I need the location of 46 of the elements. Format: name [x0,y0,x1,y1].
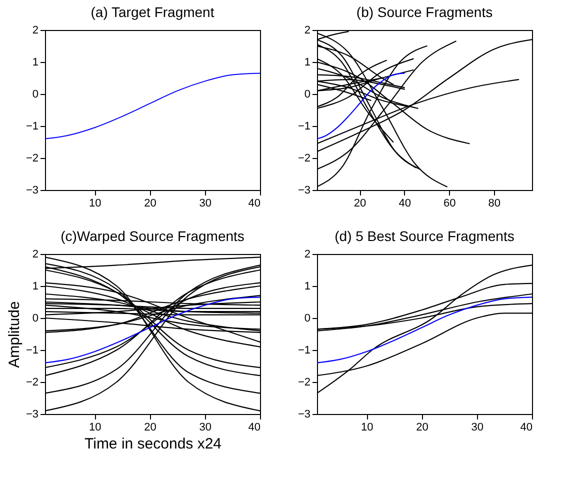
x-tick-label: 20 [416,422,428,434]
y-axis-title: Amplitude [6,301,23,368]
y-tick-label: 2 [32,24,38,36]
y-tick-label: −3 [298,408,310,420]
y-tick-label: −2 [26,152,38,164]
y-tick-label: −3 [26,184,38,196]
y-tick-label: −3 [26,408,38,420]
x-tick-label: 30 [199,198,212,210]
x-tick-label: 30 [471,422,484,434]
x-axis-title: Time in seconds x24 [84,436,222,452]
chart-title: (a) Target Fragment [90,4,214,20]
y-tick-label: 1 [304,56,310,68]
chart-title: (d) 5 Best Source Fragments [334,228,514,244]
y-tick-label: −1 [26,344,38,356]
chart-title: (b) Source Fragments [356,4,493,20]
x-tick-label: 30 [199,422,212,434]
x-tick-label: 40 [248,198,260,210]
x-tick-label: 40 [520,422,532,434]
x-tick-label: 80 [488,198,501,210]
y-tick-label: 1 [32,280,38,292]
y-tick-label: 0 [304,88,310,100]
x-tick-label: 40 [398,198,411,210]
y-tick-label: −2 [298,376,310,388]
x-tick-label: 60 [444,198,456,210]
y-tick-label: 1 [304,280,310,292]
x-tick-label: 40 [248,422,260,434]
y-tick-label: 2 [32,248,38,260]
y-tick-label: 0 [32,312,38,324]
x-tick-label: 10 [360,422,374,434]
y-tick-label: −1 [298,344,310,356]
y-tick-label: 1 [32,56,38,68]
x-tick-label: 10 [88,422,102,434]
x-tick-label: 20 [144,198,156,210]
y-tick-label: −3 [298,184,310,196]
y-tick-label: −2 [26,376,38,388]
chart-title: (c)Warped Source Fragments [60,228,244,244]
y-tick-label: −2 [298,152,310,164]
y-tick-label: 0 [32,88,38,100]
y-tick-label: −1 [298,120,310,132]
y-tick-label: 2 [304,248,310,260]
x-tick-label: 10 [88,198,102,210]
y-tick-label: 2 [304,24,310,36]
x-tick-label: 20 [144,422,156,434]
y-tick-label: 0 [304,312,310,324]
y-tick-label: −1 [26,120,38,132]
x-tick-label: 20 [354,198,366,210]
